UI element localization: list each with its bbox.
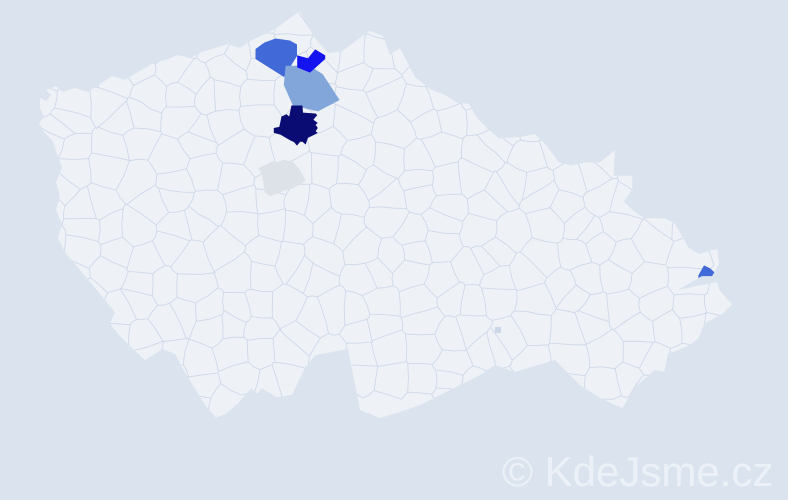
svg-text:© KdeJsme.cz: © KdeJsme.cz xyxy=(502,448,773,495)
